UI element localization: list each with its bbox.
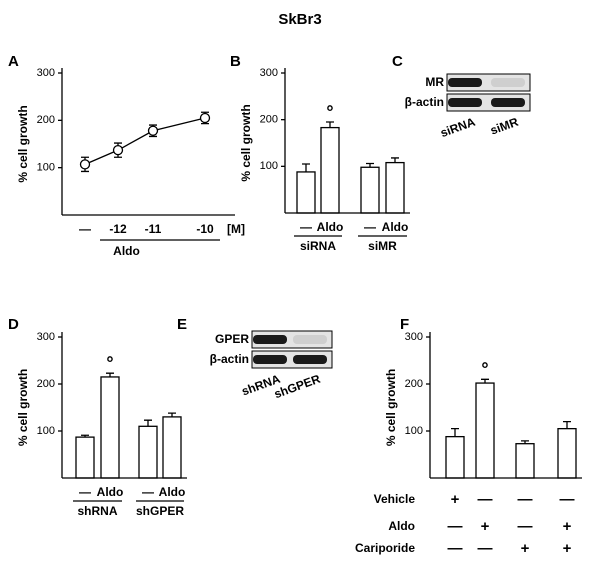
y-tick-label: 100 [37, 425, 55, 437]
blot-band [293, 335, 327, 344]
condition-sign: + [563, 518, 572, 535]
group-label: shGPER [136, 504, 184, 518]
blot-lane-label: siMR [488, 115, 520, 138]
x-tick-label: -12 [109, 222, 127, 236]
group-label: siRNA [300, 239, 336, 253]
x-tick-label: — [142, 485, 154, 499]
blot-row-label: β-actin [405, 95, 444, 109]
bar [475, 382, 495, 479]
blot-band [491, 78, 525, 87]
y-tick-label: 300 [37, 331, 55, 343]
blot-band [293, 355, 327, 364]
condition-sign: — [448, 540, 463, 557]
condition-sign: + [451, 491, 460, 508]
error-bar [302, 163, 310, 172]
bar [75, 436, 95, 479]
blot-lane-label: shGPER [272, 372, 322, 402]
significance-mark: ° [481, 359, 488, 379]
error-bar [391, 157, 399, 163]
bar [320, 126, 340, 214]
y-tick-label: 200 [405, 378, 423, 390]
y-tick-label: 200 [37, 378, 55, 390]
bar [162, 416, 182, 479]
y-tick-label: 300 [37, 67, 55, 79]
bar [296, 171, 316, 214]
bar [100, 376, 120, 479]
x-tick-label: Aldo [317, 220, 344, 234]
panel-label: A [8, 53, 19, 70]
condition-sign: + [481, 518, 490, 535]
error-bar [144, 419, 152, 427]
bar [385, 161, 405, 214]
blot-row-label: MR [425, 75, 444, 89]
bar [445, 435, 465, 479]
panel-label: B [230, 53, 241, 70]
bar [515, 443, 535, 479]
y-tick-label: 100 [260, 160, 278, 172]
line [84, 117, 206, 165]
blot-lane-label: siRNA [438, 115, 477, 141]
blot-band [491, 98, 525, 107]
y-tick-label: 100 [405, 425, 423, 437]
bar [557, 427, 577, 479]
condition-sign: + [563, 540, 572, 557]
condition-sign: — [478, 540, 493, 557]
x-tick-label: -10 [196, 222, 214, 236]
y-axis-label: % cell growth [384, 369, 398, 446]
blot-row-label: β-actin [210, 352, 249, 366]
error-bar [563, 420, 571, 429]
x-tick-label: Aldo [159, 485, 186, 499]
y-axis-label: % cell growth [16, 369, 30, 446]
condition-sign: — [518, 518, 533, 535]
bar [360, 166, 380, 214]
group-label: shRNA [77, 504, 117, 518]
blot-band [448, 78, 482, 87]
y-tick-label: 100 [37, 162, 55, 174]
blot-row-label: GPER [215, 332, 249, 346]
panel-label: F [400, 316, 409, 333]
point [79, 159, 91, 170]
panel-label: C [392, 53, 403, 70]
x-tick-label: — [79, 222, 91, 236]
condition-sign: — [478, 491, 493, 508]
error-bar [451, 428, 459, 437]
y-tick-label: 300 [260, 67, 278, 79]
error-bar [326, 121, 334, 128]
condition-label: Aldo [388, 519, 415, 533]
group-label: siMR [368, 239, 397, 253]
condition-label: Vehicle [374, 492, 416, 506]
y-axis-label: % cell growth [16, 105, 30, 182]
y-tick-label: 300 [405, 331, 423, 343]
significance-mark: ° [106, 353, 113, 373]
condition-sign: + [521, 540, 530, 557]
condition-sign: — [518, 491, 533, 508]
x-tick-label: Aldo [97, 485, 124, 499]
blot-band [448, 98, 482, 107]
significance-mark: ° [326, 102, 333, 122]
y-axis-label: % cell growth [239, 104, 253, 181]
blot-band [253, 355, 287, 364]
panel-label: E [177, 316, 187, 333]
x-unit: [M] [227, 222, 245, 236]
point [147, 125, 159, 136]
condition-label: Cariporide [355, 541, 415, 555]
group-label: Aldo [113, 244, 140, 258]
point [199, 112, 211, 124]
x-tick-label: — [79, 485, 91, 499]
panel-label: D [8, 316, 19, 333]
blot-band [253, 335, 287, 344]
x-tick-label: Aldo [382, 220, 409, 234]
y-tick-label: 200 [37, 114, 55, 126]
x-tick-label: — [364, 220, 376, 234]
x-tick-label: -11 [145, 222, 162, 236]
point [112, 145, 124, 156]
condition-sign: — [560, 491, 575, 508]
bar [138, 425, 158, 479]
condition-sign: — [448, 518, 463, 535]
y-tick-label: 200 [260, 114, 278, 126]
figure-title: SkBr3 [278, 11, 321, 28]
x-tick-label: — [300, 220, 312, 234]
